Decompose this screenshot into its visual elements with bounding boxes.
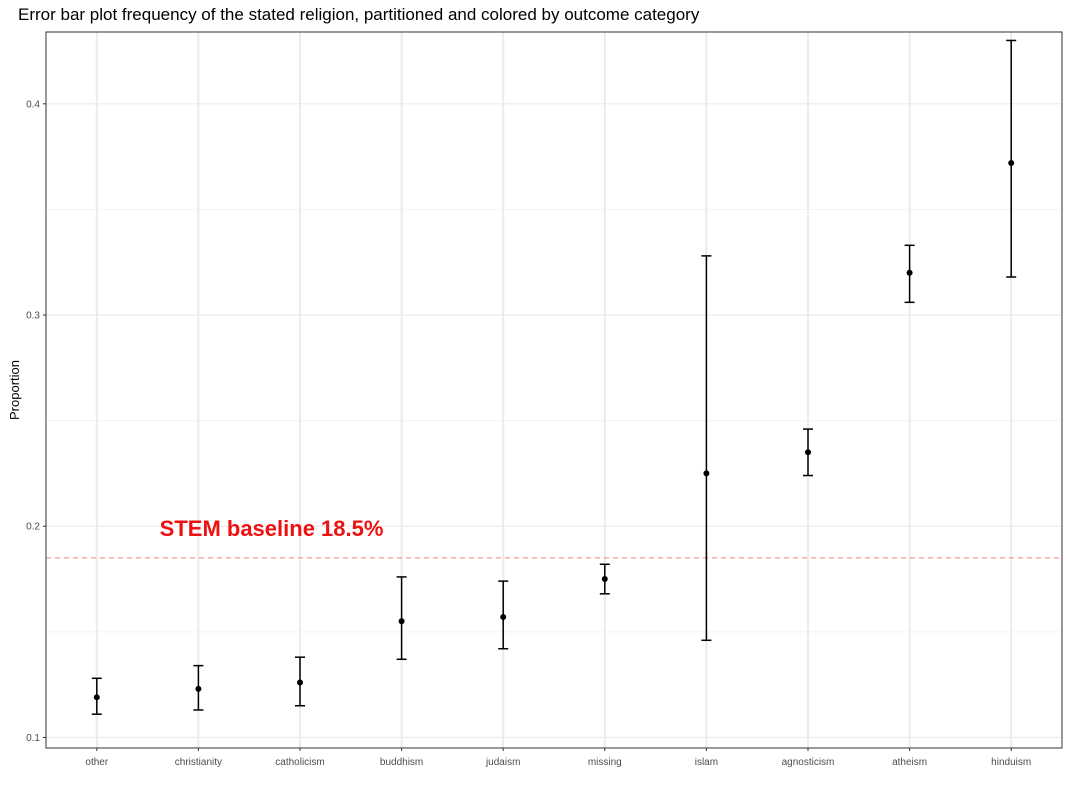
data-point-other bbox=[93, 694, 100, 701]
data-point-judaism bbox=[500, 614, 507, 621]
data-point-islam bbox=[703, 470, 710, 477]
data-points bbox=[93, 159, 1015, 701]
x-tick-label: islam bbox=[695, 757, 718, 768]
x-tick-label: other bbox=[85, 757, 108, 768]
x-tick-label: agnosticism bbox=[782, 757, 835, 768]
baseline-label: STEM baseline 18.5% bbox=[160, 516, 384, 541]
x-tick-label: christianity bbox=[175, 757, 222, 768]
data-point-missing bbox=[601, 576, 608, 583]
data-point-christianity bbox=[195, 685, 202, 692]
grid-lines bbox=[46, 32, 1062, 748]
error-bar-islam bbox=[701, 255, 712, 642]
data-point-hinduism bbox=[1008, 159, 1015, 166]
data-point-atheism bbox=[906, 269, 913, 276]
data-point-buddhism bbox=[398, 618, 405, 625]
data-point-catholicism bbox=[297, 679, 303, 686]
x-axis: other christianity catholicism buddhism juda… bbox=[85, 748, 1031, 768]
x-tick-label: hinduism bbox=[991, 757, 1031, 768]
x-tick-label: buddhism bbox=[380, 757, 423, 768]
y-tick-label: 0.3 bbox=[26, 311, 40, 322]
y-tick-label: 0.4 bbox=[26, 99, 40, 110]
error-bars bbox=[91, 39, 1017, 715]
y-tick-label: 0.2 bbox=[26, 522, 40, 533]
x-tick-label: atheism bbox=[892, 757, 927, 768]
x-tick-label: missing bbox=[588, 757, 622, 768]
x-tick-label: catholicism bbox=[275, 757, 324, 768]
y-axis-label: Proportion bbox=[7, 360, 22, 420]
y-tick-label: 0.1 bbox=[26, 733, 40, 744]
x-tick-label: judaism bbox=[485, 757, 520, 768]
data-point-agnosticism bbox=[805, 449, 811, 456]
panel-border bbox=[45, 31, 1063, 749]
error-bar-hinduism bbox=[1006, 39, 1017, 278]
error-bar-buddhism bbox=[396, 576, 407, 661]
chart-title: Error bar plot frequency of the stated r… bbox=[18, 5, 700, 24]
y-axis: 0.1 0.2 0.3 0.4 bbox=[26, 99, 46, 744]
